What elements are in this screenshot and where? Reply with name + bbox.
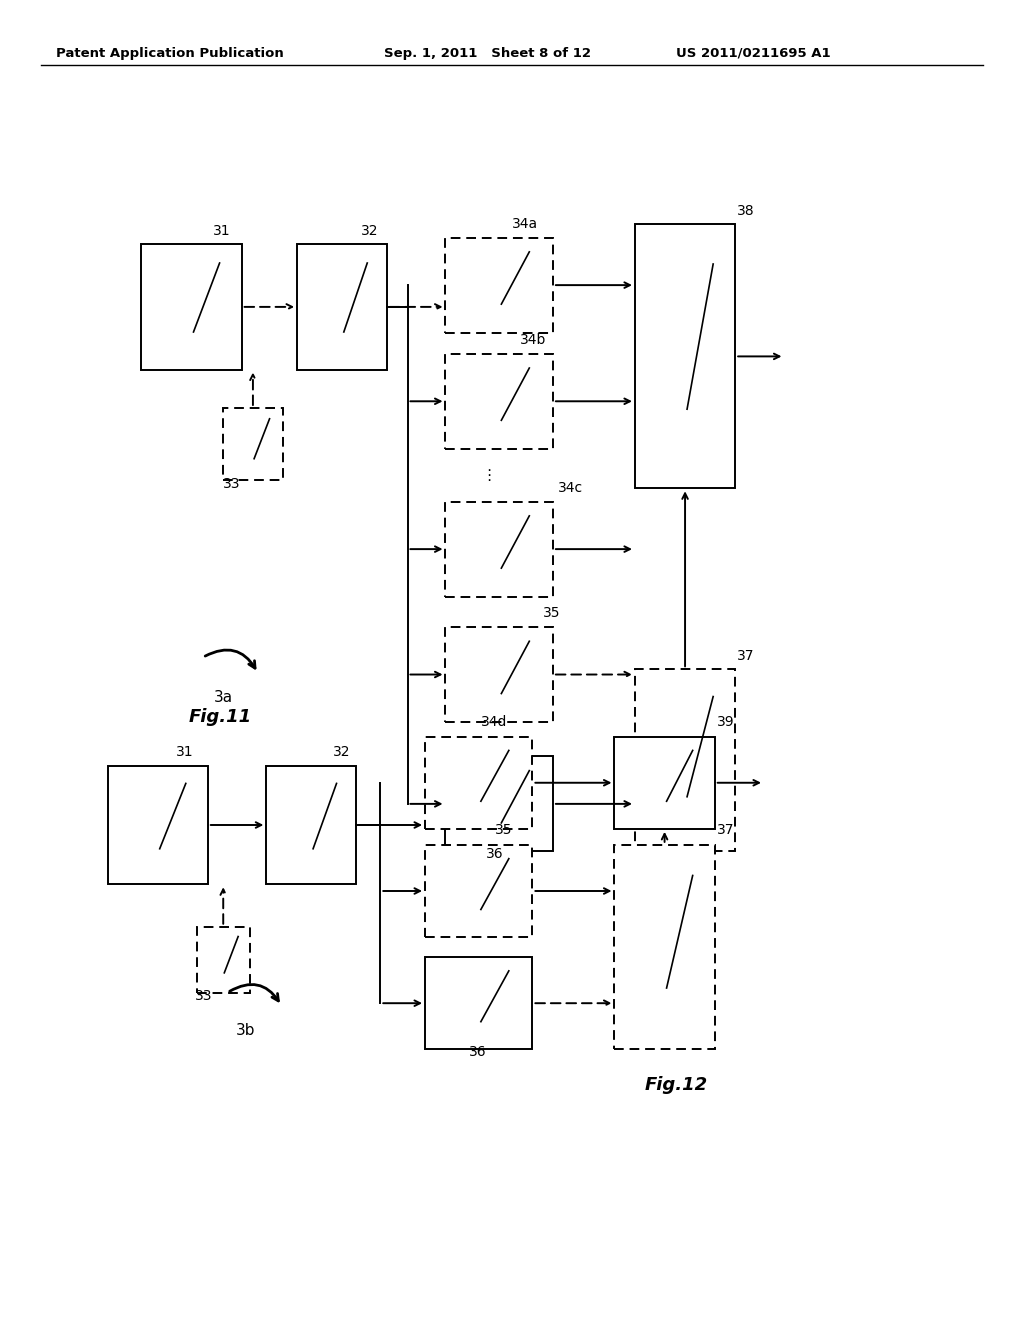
Text: 36: 36 [486, 846, 504, 861]
Text: ⋮: ⋮ [481, 467, 497, 483]
Bar [445, 238, 553, 333]
Text: 33: 33 [195, 989, 212, 1003]
Text: 34d: 34d [481, 714, 508, 729]
Bar [425, 737, 532, 829]
Text: 3b: 3b [236, 1023, 256, 1038]
Bar [614, 737, 715, 829]
Text: 32: 32 [333, 744, 350, 759]
Bar [445, 502, 553, 597]
Bar [141, 244, 242, 370]
Bar [108, 766, 208, 884]
Text: 35: 35 [543, 606, 560, 620]
Bar [425, 957, 532, 1049]
Text: Fig.11: Fig.11 [188, 709, 252, 726]
Text: 33: 33 [223, 477, 241, 491]
Text: 34a: 34a [512, 216, 539, 231]
Text: Sep. 1, 2011   Sheet 8 of 12: Sep. 1, 2011 Sheet 8 of 12 [384, 48, 591, 59]
Bar [614, 845, 715, 1049]
Text: 32: 32 [360, 223, 378, 238]
Bar [635, 669, 735, 851]
Text: Patent Application Publication: Patent Application Publication [56, 48, 284, 59]
Text: 39: 39 [717, 714, 734, 729]
Bar [635, 224, 735, 488]
Bar [223, 408, 283, 480]
Text: 31: 31 [176, 744, 194, 759]
Text: 38: 38 [737, 203, 755, 218]
Bar [445, 354, 553, 449]
Bar [425, 845, 532, 937]
Text: 31: 31 [213, 223, 230, 238]
Bar [445, 627, 553, 722]
Text: 37: 37 [717, 822, 734, 837]
Text: 36: 36 [469, 1044, 486, 1059]
Text: Fig.12: Fig.12 [644, 1076, 708, 1094]
Text: 35: 35 [495, 822, 512, 837]
Bar [445, 756, 553, 851]
Bar [266, 766, 356, 884]
Text: 34b: 34b [520, 333, 547, 347]
Text: 3a: 3a [214, 690, 232, 705]
Bar [297, 244, 387, 370]
Bar [197, 927, 250, 993]
Text: 37: 37 [737, 648, 755, 663]
Text: 34c: 34c [558, 480, 584, 495]
Text: US 2011/0211695 A1: US 2011/0211695 A1 [676, 48, 830, 59]
